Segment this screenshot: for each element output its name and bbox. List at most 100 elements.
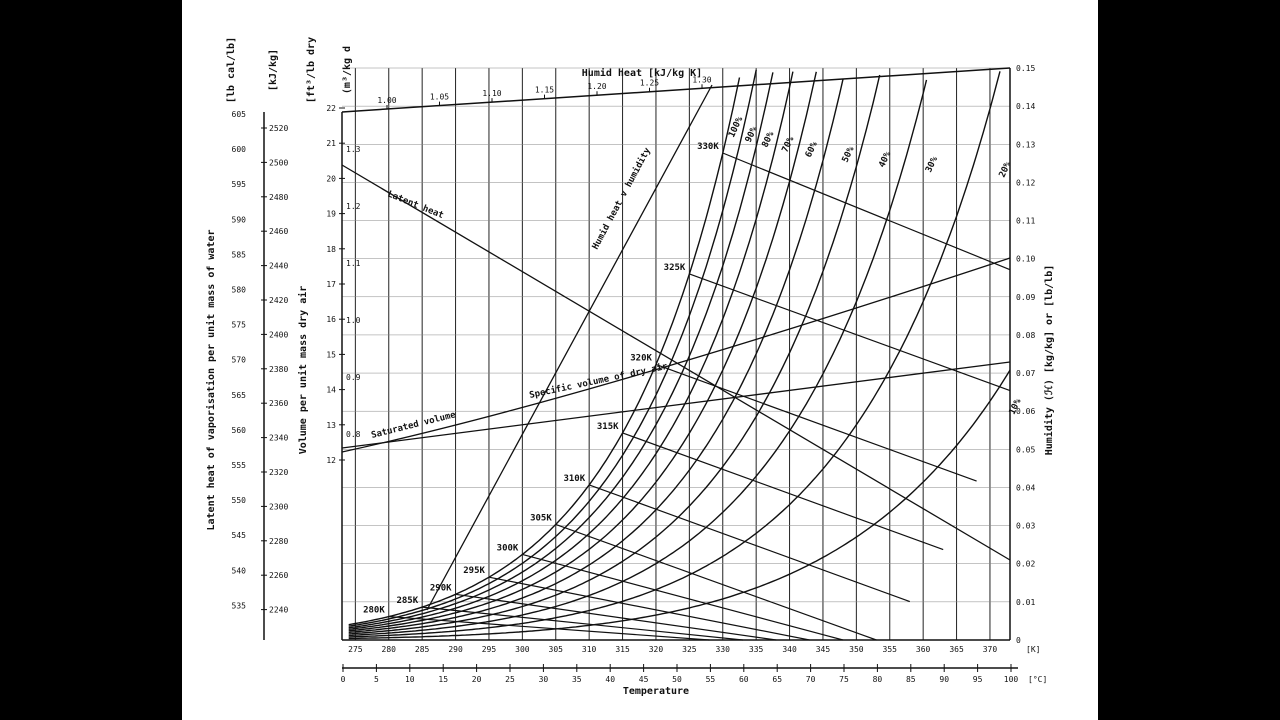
latent-kj-tick: 2500 bbox=[269, 158, 288, 167]
volume-ft3-tick: 18 bbox=[326, 245, 336, 254]
rh-curve-label: 50% bbox=[841, 145, 857, 164]
volume-m3-tick: 1.0 bbox=[346, 316, 361, 325]
volume-ft3-tick: 12 bbox=[326, 456, 336, 465]
latent-btu-tick: 575 bbox=[232, 321, 247, 330]
adiabatic-line bbox=[555, 523, 877, 641]
x-kelvin-tick: 295 bbox=[482, 645, 497, 654]
x-kelvin-tick: 355 bbox=[883, 645, 898, 654]
rh-curve-label: 40% bbox=[877, 150, 893, 169]
y-humidity-tick: 0.09 bbox=[1016, 293, 1035, 302]
adiabatic-label: 325K bbox=[664, 263, 686, 273]
y-humidity-tick: 0.05 bbox=[1016, 445, 1035, 454]
x-kelvin-tick: 365 bbox=[949, 645, 964, 654]
x-celsius-tick: 90 bbox=[939, 675, 949, 684]
volume-ft3-tick: 16 bbox=[326, 315, 336, 324]
property-lines bbox=[341, 84, 1011, 611]
latent-btu-tick: 595 bbox=[232, 180, 247, 189]
adiabatic-label: 285K bbox=[396, 596, 418, 606]
specific-volume-label: Specific volume of dry air bbox=[528, 361, 669, 401]
humidity-axis-label: Humidity (ℋ) [kg/kg] or [lb/lb] bbox=[1043, 265, 1055, 456]
latent-kj-tick: 2340 bbox=[269, 434, 288, 443]
x-celsius-tick: 15 bbox=[438, 675, 448, 684]
latent-kj-tick: 2520 bbox=[269, 124, 288, 133]
adiabatic-label: 280K bbox=[363, 606, 385, 616]
latent-kj-tick: 2360 bbox=[269, 399, 288, 408]
rh-curve bbox=[348, 69, 757, 627]
x-kelvin-tick: 325 bbox=[682, 645, 697, 654]
adiabatic-label: 300K bbox=[497, 543, 519, 553]
x-kelvin-tick: 285 bbox=[415, 645, 430, 654]
x-kelvin-tick: 310 bbox=[582, 645, 597, 654]
rh-curve bbox=[348, 71, 1001, 638]
latent-btu-tick: 600 bbox=[232, 145, 247, 154]
x-celsius-unit: [°C] bbox=[1028, 675, 1047, 684]
x-kelvin-tick: 370 bbox=[983, 645, 998, 654]
y-humidity-tick: 0.13 bbox=[1016, 140, 1035, 149]
y-humidity-tick: 0.14 bbox=[1016, 102, 1035, 111]
latent-btu-tick: 590 bbox=[232, 215, 247, 224]
adiabatic-line bbox=[588, 484, 911, 603]
humid-heat-label: Humid heat v humidity bbox=[590, 145, 653, 251]
volume-ft3-tick: 15 bbox=[326, 350, 336, 359]
x-kelvin-tick: 290 bbox=[448, 645, 463, 654]
volume-ft3-unit: [ft³/lb dry bbox=[306, 37, 317, 103]
y-humidity-tick: 0.02 bbox=[1016, 560, 1035, 569]
adiabatic-label: 305K bbox=[530, 513, 552, 523]
x-kelvin-tick: 280 bbox=[382, 645, 397, 654]
latent-kj-tick: 2420 bbox=[269, 296, 288, 305]
rh-curve-label: 60% bbox=[804, 140, 820, 159]
psychrometric-chart: 275 280 285 290 295 300 305 310 315 320 325 330 335 3… bbox=[205, 37, 1055, 697]
x-kelvin-tick: 330 bbox=[716, 645, 731, 654]
adiabatic-line bbox=[522, 553, 844, 641]
adiabatic-line bbox=[689, 273, 1011, 392]
x-celsius-tick: 5 bbox=[374, 675, 379, 684]
volume-axis-label: Volume per unit mass dry air bbox=[297, 286, 309, 455]
x-celsius-tick: 30 bbox=[539, 675, 549, 684]
volume-ft3-tick: 17 bbox=[326, 280, 336, 289]
x-celsius-tick: 75 bbox=[839, 675, 849, 684]
x-celsius-tick: 60 bbox=[739, 675, 749, 684]
volume-ft3-tick: 13 bbox=[326, 421, 336, 430]
rh-curve-label: 20% bbox=[998, 160, 1014, 179]
rh-curve bbox=[348, 79, 928, 637]
latent-axis-label: Latent heat of vaporisation per unit mas… bbox=[205, 229, 217, 530]
adiabatic-line bbox=[655, 363, 977, 482]
volume-m3-tick: 0.8 bbox=[346, 430, 361, 439]
x-celsius-tick: 45 bbox=[639, 675, 649, 684]
latent-kj-unit: [kJ/kg] bbox=[268, 49, 279, 91]
top-humid-heat-tick: 1.25 bbox=[640, 79, 659, 88]
rh-curve bbox=[348, 71, 794, 630]
x-kelvin-tick: 315 bbox=[615, 645, 630, 654]
volume-m3-tick: 1.2 bbox=[346, 202, 361, 211]
specific-volume-line bbox=[341, 361, 1011, 449]
latent-btu-tick: 535 bbox=[232, 601, 247, 610]
latent-btu-tick: 540 bbox=[232, 566, 247, 575]
x-celsius-tick: 100 bbox=[1004, 675, 1019, 684]
adiabatic-line bbox=[455, 593, 777, 641]
y-humidity-tick: 0.06 bbox=[1016, 407, 1035, 416]
latent-kj-tick: 2380 bbox=[269, 365, 288, 374]
volume-m3-tick: 1.1 bbox=[346, 259, 361, 268]
latent-kj-tick: 2320 bbox=[269, 468, 288, 477]
latent-heat-label: Latent heat bbox=[386, 190, 445, 222]
latent-btu-unit: [lb cal/lb] bbox=[226, 37, 237, 103]
rh-curve bbox=[348, 72, 774, 629]
adiabatic-label: 315K bbox=[597, 422, 619, 432]
adiabatic-label: 310K bbox=[563, 474, 585, 484]
rh-curve bbox=[348, 369, 1011, 640]
y-humidity-tick: 0.12 bbox=[1016, 178, 1035, 187]
x-celsius-tick: 85 bbox=[906, 675, 916, 684]
adiabatic-label: 330K bbox=[697, 142, 719, 152]
rh-curve-label: 70% bbox=[781, 135, 797, 154]
volume-m3-tick: 1.3 bbox=[346, 145, 361, 154]
y-humidity-tick: 0.08 bbox=[1016, 331, 1035, 340]
volume-ft3-tick: 20 bbox=[326, 174, 336, 183]
y-humidity-tick: 0.04 bbox=[1016, 483, 1035, 492]
adiabatic-label: 290K bbox=[430, 583, 452, 593]
humid-heat-line bbox=[426, 84, 713, 611]
x-celsius-tick: 70 bbox=[806, 675, 816, 684]
x-celsius-tick: 50 bbox=[672, 675, 682, 684]
latent-btu-tick: 545 bbox=[232, 531, 247, 540]
rh-curve bbox=[348, 74, 881, 635]
x-axis-label: Temperature bbox=[623, 686, 689, 697]
